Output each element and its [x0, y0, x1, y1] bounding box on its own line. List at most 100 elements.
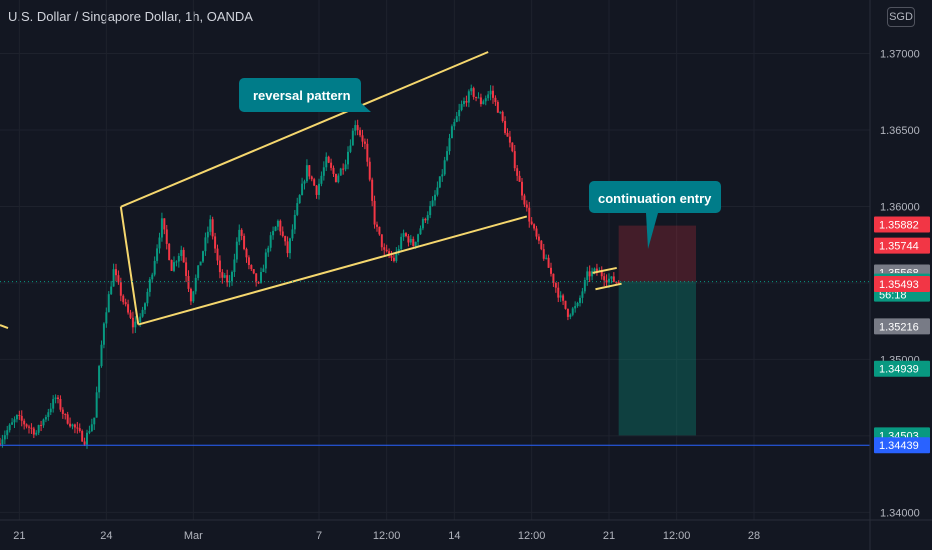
candle-body: [318, 183, 320, 195]
candle-body: [586, 271, 589, 281]
candle-body: [489, 90, 492, 95]
candle-body: [240, 229, 243, 236]
candle-body: [35, 432, 38, 435]
x-tick-label: 28: [748, 530, 760, 542]
candle-body: [397, 249, 400, 252]
candle-body: [73, 424, 76, 428]
price-label-bg: [874, 216, 930, 233]
candle-body: [170, 260, 173, 271]
candle-body: [344, 164, 347, 170]
candle-body: [351, 130, 354, 146]
candle-body: [574, 306, 577, 309]
candle-body: [463, 101, 465, 105]
candle-body: [226, 275, 229, 283]
candle-body: [533, 224, 536, 229]
candle-body: [424, 218, 427, 221]
annotation-reversal-pattern: reversal pattern: [253, 88, 351, 103]
candle-body: [325, 156, 328, 168]
candle-body: [146, 291, 149, 304]
candle-body: [119, 282, 122, 296]
candle-body: [605, 280, 608, 283]
candle-body: [57, 397, 59, 399]
candle-body: [151, 274, 154, 280]
candle-body: [581, 291, 584, 298]
candle-body: [564, 300, 567, 309]
candle-body: [361, 135, 364, 142]
candle-body: [211, 219, 214, 237]
candle-body: [267, 247, 270, 253]
candle-body: [501, 111, 504, 121]
candle-body: [90, 424, 93, 432]
candle-body: [566, 308, 569, 317]
x-tick-label: 12:00: [663, 530, 691, 542]
candle-body: [47, 412, 50, 418]
candle-body: [477, 97, 480, 99]
candle-body: [107, 294, 110, 313]
candle-body: [281, 231, 284, 236]
candle-body: [13, 419, 16, 423]
candle-body: [11, 422, 14, 425]
candle-body: [209, 219, 212, 232]
candle-body: [472, 88, 475, 97]
currency-button[interactable]: SGD: [887, 7, 915, 27]
candle-body: [441, 174, 444, 177]
candle-body: [153, 260, 156, 275]
candle-body: [165, 229, 168, 244]
candle-body: [187, 275, 190, 289]
candle-body: [102, 323, 105, 345]
candle-body: [83, 441, 86, 445]
candle-body: [516, 168, 519, 176]
candle-body: [542, 249, 545, 259]
candle-body: [49, 408, 52, 413]
x-tick-label: 7: [316, 530, 322, 542]
candle-body: [395, 251, 398, 261]
candle-body: [228, 280, 231, 283]
candle-body: [0, 443, 1, 445]
candle-body: [78, 428, 81, 431]
candle-body: [214, 236, 217, 249]
candle-body: [175, 261, 178, 263]
candle-body: [588, 271, 591, 277]
candle-body: [8, 424, 11, 431]
candle-body: [576, 302, 579, 307]
candle-body: [206, 231, 209, 238]
candle-body: [458, 109, 461, 117]
candle-body: [540, 240, 543, 250]
candle-body: [400, 236, 403, 250]
candle-body: [429, 205, 432, 216]
candle-body: [310, 176, 313, 180]
price-labels: 1.358821.357441.355681.355131.3550956:18…: [874, 216, 930, 454]
price-label: 1.34939: [879, 364, 919, 376]
candle-body: [494, 97, 497, 103]
y-tick-label: 1.37000: [880, 49, 920, 61]
candle-body: [583, 280, 586, 292]
candle-body: [339, 168, 342, 176]
candle-body: [530, 221, 533, 225]
candle-body: [286, 241, 289, 254]
price-label-bg: [874, 318, 930, 335]
candle-body: [112, 269, 115, 287]
candle-body: [158, 237, 161, 249]
candle-body: [202, 251, 204, 262]
candle-body: [349, 145, 352, 152]
short-position-tool: [618, 225, 696, 436]
price-label: 1.34439: [879, 440, 919, 452]
take-profit-zone: [618, 281, 696, 436]
candle-body: [264, 252, 267, 269]
candle-body: [487, 94, 490, 99]
candle-body: [496, 102, 499, 113]
candle-body: [571, 308, 574, 315]
candle-body: [296, 203, 299, 215]
candle-body: [64, 413, 67, 415]
candle-body: [525, 204, 528, 208]
candle-body: [180, 249, 183, 257]
candle-body: [511, 142, 514, 152]
candle-body: [388, 251, 391, 256]
x-tick-label: 12:00: [518, 530, 546, 542]
candle-body: [257, 282, 260, 284]
y-tick-label: 1.36000: [880, 201, 920, 213]
candle-body: [492, 90, 494, 98]
candle-body: [412, 238, 415, 246]
candle-body: [243, 235, 246, 250]
